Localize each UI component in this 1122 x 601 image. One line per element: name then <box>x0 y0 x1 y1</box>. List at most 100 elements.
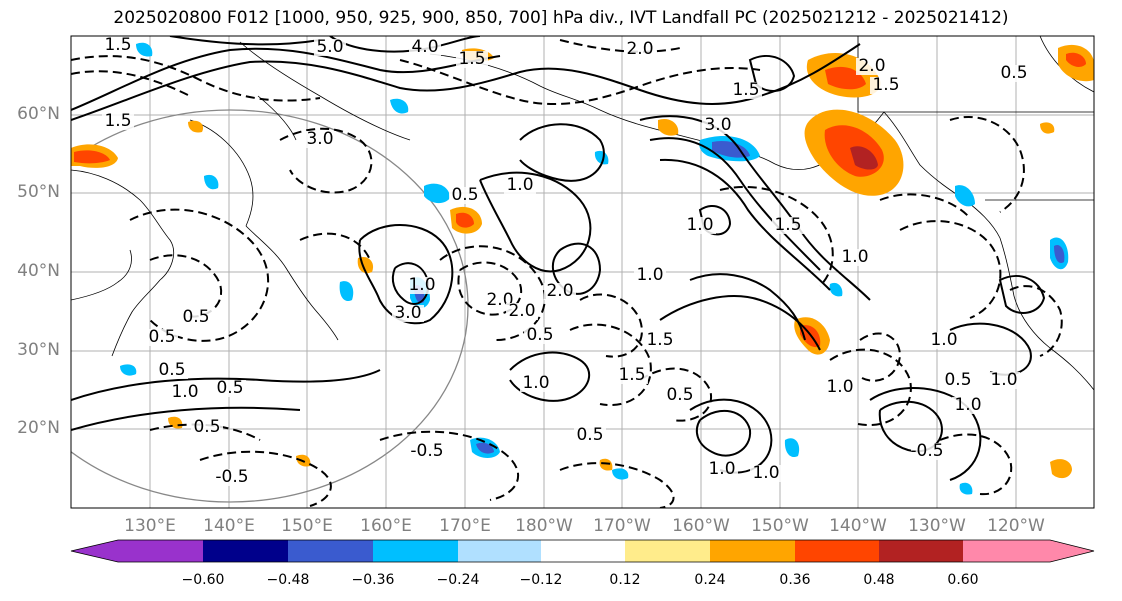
colorbar-tick-label: 0.24 <box>694 572 726 588</box>
contour-label: 1.0 <box>171 382 198 402</box>
contour-label-background <box>664 387 696 404</box>
colorbar-tick-label: 0.12 <box>609 572 641 588</box>
contour-label: 0.5 <box>1000 63 1027 83</box>
contour-label-background <box>856 58 888 75</box>
contour-label: 1.0 <box>408 275 435 295</box>
contour-label: 1.5 <box>458 49 485 69</box>
contour-label: 0.5 <box>666 385 693 405</box>
colorbar-segment <box>625 540 710 562</box>
contour-label: 1.5 <box>104 111 131 131</box>
contour-label: 1.0 <box>826 377 853 397</box>
contour-label: 1.0 <box>954 395 981 415</box>
colorbar-tick-label: −0.48 <box>266 572 310 588</box>
contour-label: 0.5 <box>148 327 175 347</box>
contour-label-background <box>574 427 606 444</box>
contour-label: 1.0 <box>841 247 868 267</box>
contour-label: 1.5 <box>104 35 131 55</box>
contour-label: 1.0 <box>522 373 549 393</box>
contour-label: 0.5 <box>193 417 220 437</box>
lon-label-180w: 180°W <box>515 516 573 536</box>
contour-label-background <box>314 39 346 56</box>
contour-label-background <box>102 37 134 54</box>
contour-label-background <box>191 419 223 436</box>
contour-label: 1.0 <box>686 215 713 235</box>
contour-label-background <box>824 379 856 396</box>
lon-label-130e: 130°E <box>124 516 176 536</box>
contour-label: 0.5 <box>182 307 209 327</box>
colorbar-tick-label: 0.60 <box>947 572 979 588</box>
contour-label-background <box>102 113 134 130</box>
lon-label-140w: 140°W <box>829 516 887 536</box>
colorbar-segment <box>879 540 963 562</box>
contour-label-background <box>504 177 536 194</box>
contour-label-background <box>169 384 201 401</box>
contour-label: 3.0 <box>306 129 333 149</box>
contour-label: 0.5 <box>451 185 478 205</box>
colorbar-segment <box>541 540 625 562</box>
contour-label: -0.5 <box>910 441 943 461</box>
lat-label-40n: 40°N <box>17 261 60 281</box>
colorbar-segment <box>373 540 458 562</box>
lat-label-30n: 30°N <box>17 340 60 360</box>
contour-label: 1.5 <box>646 330 673 350</box>
contour-label-background <box>409 39 441 56</box>
contour-label: 2.0 <box>858 56 885 76</box>
lon-label-150e: 150°E <box>281 516 333 536</box>
contour-label-background <box>730 82 762 99</box>
colorbar-segment <box>795 540 879 562</box>
contour-label-background <box>624 41 656 58</box>
contour-label: -0.5 <box>215 467 248 487</box>
contour-label-background <box>544 283 576 300</box>
contour-label: 2.0 <box>546 281 573 301</box>
contour-label: 1.5 <box>618 365 645 385</box>
colorbar-tick-label: −0.24 <box>436 572 480 588</box>
contour-label: 5.0 <box>316 37 343 57</box>
contour-label-background <box>988 372 1020 389</box>
contour-label: 3.0 <box>394 303 421 323</box>
contour-label-background <box>952 397 984 414</box>
contour-label-background <box>406 277 438 294</box>
contour-label: 1.5 <box>774 215 801 235</box>
contour-label-background <box>411 443 443 460</box>
contour-label: 0.5 <box>944 370 971 390</box>
contour-label-background <box>304 131 336 148</box>
contour-label-background <box>506 303 538 320</box>
colorbar-segment <box>710 540 795 562</box>
contour-label-background <box>942 372 974 389</box>
divergence-shading <box>71 42 1094 495</box>
contour-label-background <box>216 469 248 486</box>
colorbar-segment <box>458 540 541 562</box>
contour-label-background <box>998 65 1030 82</box>
lon-label-150w: 150°W <box>751 516 809 536</box>
lon-label-170w: 170°W <box>593 516 651 536</box>
colorbar-segment <box>118 540 203 562</box>
lon-label-170e: 170°E <box>439 516 491 536</box>
lat-label-20n: 20°N <box>17 418 60 438</box>
contour-label-layer: 5.0 4.01.5 2.01.53.01.5 3.01.50.5 1.01.52.03… <box>102 35 1030 487</box>
contour-label: 2.0 <box>626 39 653 59</box>
contour-label: 4.0 <box>411 37 438 57</box>
lon-label-160e: 160°E <box>360 516 412 536</box>
contour-label-background <box>634 267 666 284</box>
contour-label-background <box>870 77 902 94</box>
contour-label: 1.0 <box>636 265 663 285</box>
contour-label-background <box>214 380 246 397</box>
contour-label: -0.5 <box>410 441 443 461</box>
contour-label-background <box>684 217 716 234</box>
colorbar-tick-label: 0.48 <box>863 572 895 588</box>
colorbar-extend-min <box>71 540 118 562</box>
colorbar-tick-label: −0.60 <box>181 572 225 588</box>
contour-label: 1.0 <box>708 459 735 479</box>
map-frame <box>70 35 1095 509</box>
contour-label-background <box>928 332 960 349</box>
colorbar <box>70 539 1095 563</box>
contour-label: 0.5 <box>576 425 603 445</box>
lon-label-160w: 160°W <box>672 516 730 536</box>
colorbar-tick-label: −0.12 <box>519 572 563 588</box>
contour-label-background <box>156 362 188 379</box>
colorbar-outline <box>70 539 1095 563</box>
contour-label: 2.0 <box>508 301 535 321</box>
contour-label: 0.5 <box>158 360 185 380</box>
map-title: 2025020800 F012 [1000, 950, 925, 900, 85… <box>113 8 1009 28</box>
